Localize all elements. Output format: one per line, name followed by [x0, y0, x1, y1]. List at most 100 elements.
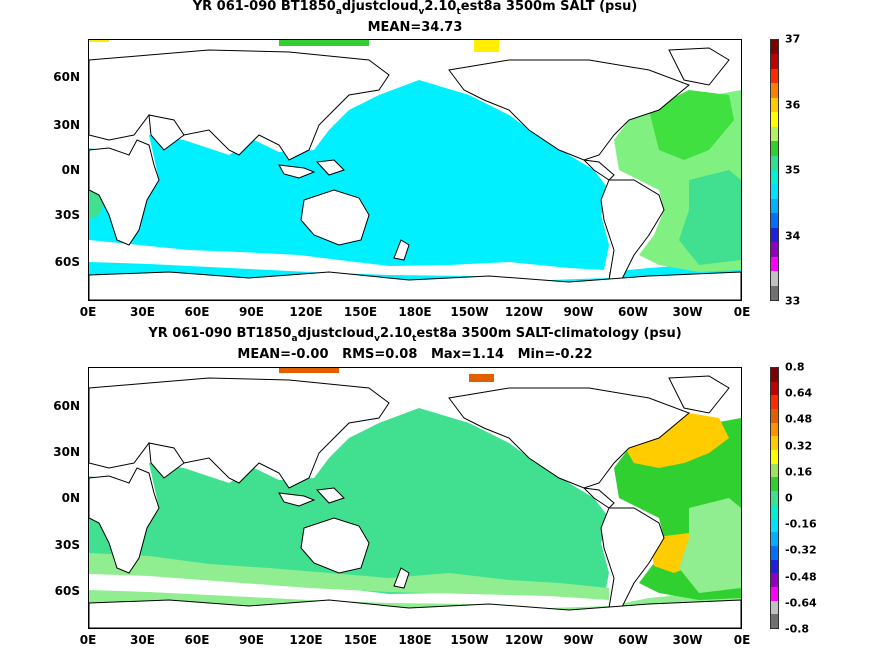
colorbar-tick-label: 0.8	[785, 360, 805, 374]
colorbar-swatch	[771, 184, 778, 200]
continent-outline	[448, 59, 690, 161]
arctic-orange-small	[469, 374, 494, 382]
bottom-lat-label: 60N	[53, 399, 80, 413]
lon-tick-label: 180E	[398, 633, 432, 647]
colorbar-swatch	[771, 271, 778, 287]
top-lat-label: 30S	[54, 208, 80, 222]
southern-band-light	[89, 553, 609, 600]
continent-outline	[393, 567, 410, 589]
lon-tick-label: 0E	[733, 305, 751, 319]
colorbar-swatch	[771, 227, 778, 243]
top-subtitle: MEAN=34.73	[367, 20, 463, 35]
colorbar-swatch	[771, 518, 778, 533]
top-map-svg	[89, 40, 741, 300]
colorbar-swatch	[771, 97, 778, 113]
lon-tick-label: 90E	[239, 633, 264, 647]
top-lat-label: 30N	[53, 118, 80, 132]
lon-tick-label: 180E	[398, 305, 432, 319]
colorbar-tick-label: 36	[785, 98, 801, 111]
continent-outline	[89, 377, 390, 489]
continent-outline	[89, 49, 390, 161]
colorbar-swatch	[771, 40, 778, 55]
lon-tick-label: 120W	[504, 633, 544, 647]
colorbar-swatch	[771, 600, 778, 615]
colorbar-swatch	[771, 381, 778, 396]
atlantic-north-high	[649, 90, 734, 160]
atlantic-north-anomaly	[619, 413, 729, 468]
bottom-lat-label: 60S	[54, 584, 80, 598]
arctic-orange	[279, 368, 339, 373]
colorbar-tick-label: -0.48	[785, 570, 817, 584]
colorbar-tick-label: -0.32	[785, 543, 817, 557]
colorbar-swatch	[771, 614, 778, 629]
continent-outline	[89, 599, 741, 628]
continent-outline	[89, 467, 160, 574]
lon-tick-label: 120E	[289, 633, 323, 647]
lon-tick-label: 30W	[672, 305, 703, 319]
lon-tick-label: 150W	[450, 305, 489, 319]
lon-tick-label: 60W	[618, 633, 648, 647]
continent-outline	[300, 517, 370, 574]
colorbar-swatch	[771, 409, 778, 424]
continent-outline	[148, 442, 185, 479]
lon-tick-label: 90W	[563, 305, 594, 319]
colorbar-swatch	[771, 242, 778, 258]
bottom-lat-label: 30S	[54, 538, 80, 552]
lon-tick-label: 150E	[343, 305, 378, 319]
colorbar-tick-label: 0.48	[785, 412, 813, 426]
arctic-yellow	[474, 40, 499, 52]
continent-outline	[315, 487, 345, 504]
colorbar-swatch	[771, 126, 778, 142]
bottom-title: YR 061-090 BT1850adjustcloudv2.10test8a …	[148, 326, 682, 344]
top-lat-label: 0N	[61, 163, 80, 177]
arctic-yellow-small	[89, 40, 109, 42]
lon-tick-label: 150W	[450, 633, 489, 647]
lon-tick-label: 0E	[733, 633, 751, 647]
top-title: YR 061-090 BT1850adjustcloudv2.10test8a …	[192, 0, 638, 17]
lon-tick-label: 0E	[79, 305, 97, 319]
bottom-colorbar	[770, 367, 779, 629]
lon-tick-label: 60W	[618, 305, 648, 319]
atlantic-deep	[679, 170, 741, 265]
lon-tick-label: 150E	[343, 633, 378, 647]
colorbar-swatch	[771, 504, 778, 519]
lon-tick-label: 90E	[239, 305, 264, 319]
top-lat-label: 60N	[53, 70, 80, 84]
continent-outline	[600, 179, 665, 286]
colorbar-tick-label: 0.64	[785, 386, 813, 400]
top-lat-label: 60S	[54, 255, 80, 269]
southern-gap	[89, 578, 609, 608]
bottom-map	[88, 367, 742, 629]
continent-outline	[668, 375, 730, 414]
continent-outline	[300, 189, 370, 246]
colorbar-swatch	[771, 436, 778, 451]
lon-tick-label: 30E	[130, 633, 155, 647]
lon-tick-label: 60E	[184, 633, 210, 647]
arctic-green	[279, 40, 369, 46]
top-map	[88, 39, 742, 301]
colorbar-tick-label: 35	[785, 163, 801, 177]
continent-outline	[278, 164, 316, 179]
colorbar-swatch	[771, 68, 778, 84]
colorbar-swatch	[771, 368, 778, 383]
colorbar-tick-label: 0.16	[785, 465, 813, 479]
colorbar-swatch	[771, 112, 778, 128]
continent-outline	[393, 239, 410, 261]
colorbar-swatch	[771, 83, 778, 99]
colorbar-swatch	[771, 395, 778, 410]
colorbar-tick-label: -0.64	[785, 596, 817, 610]
lon-tick-label: 120E	[289, 305, 323, 319]
lon-tick-label: 120W	[504, 305, 544, 319]
colorbar-swatch	[771, 477, 778, 492]
colorbar-tick-label: 37	[785, 32, 801, 46]
bottom-map-svg	[89, 368, 741, 628]
colorbar-swatch	[771, 213, 778, 229]
southern-band-lower	[89, 590, 741, 610]
colorbar-tick-label: 0	[785, 491, 793, 505]
continent-outline	[278, 492, 316, 507]
colorbar-swatch	[771, 422, 778, 437]
colorbar-swatch	[771, 545, 778, 561]
bottom-subtitle: MEAN=-0.00 RMS=0.08 Max=1.14 Min=-0.22	[237, 347, 593, 362]
colorbar-swatch	[771, 155, 778, 171]
continent-outline	[668, 47, 730, 86]
